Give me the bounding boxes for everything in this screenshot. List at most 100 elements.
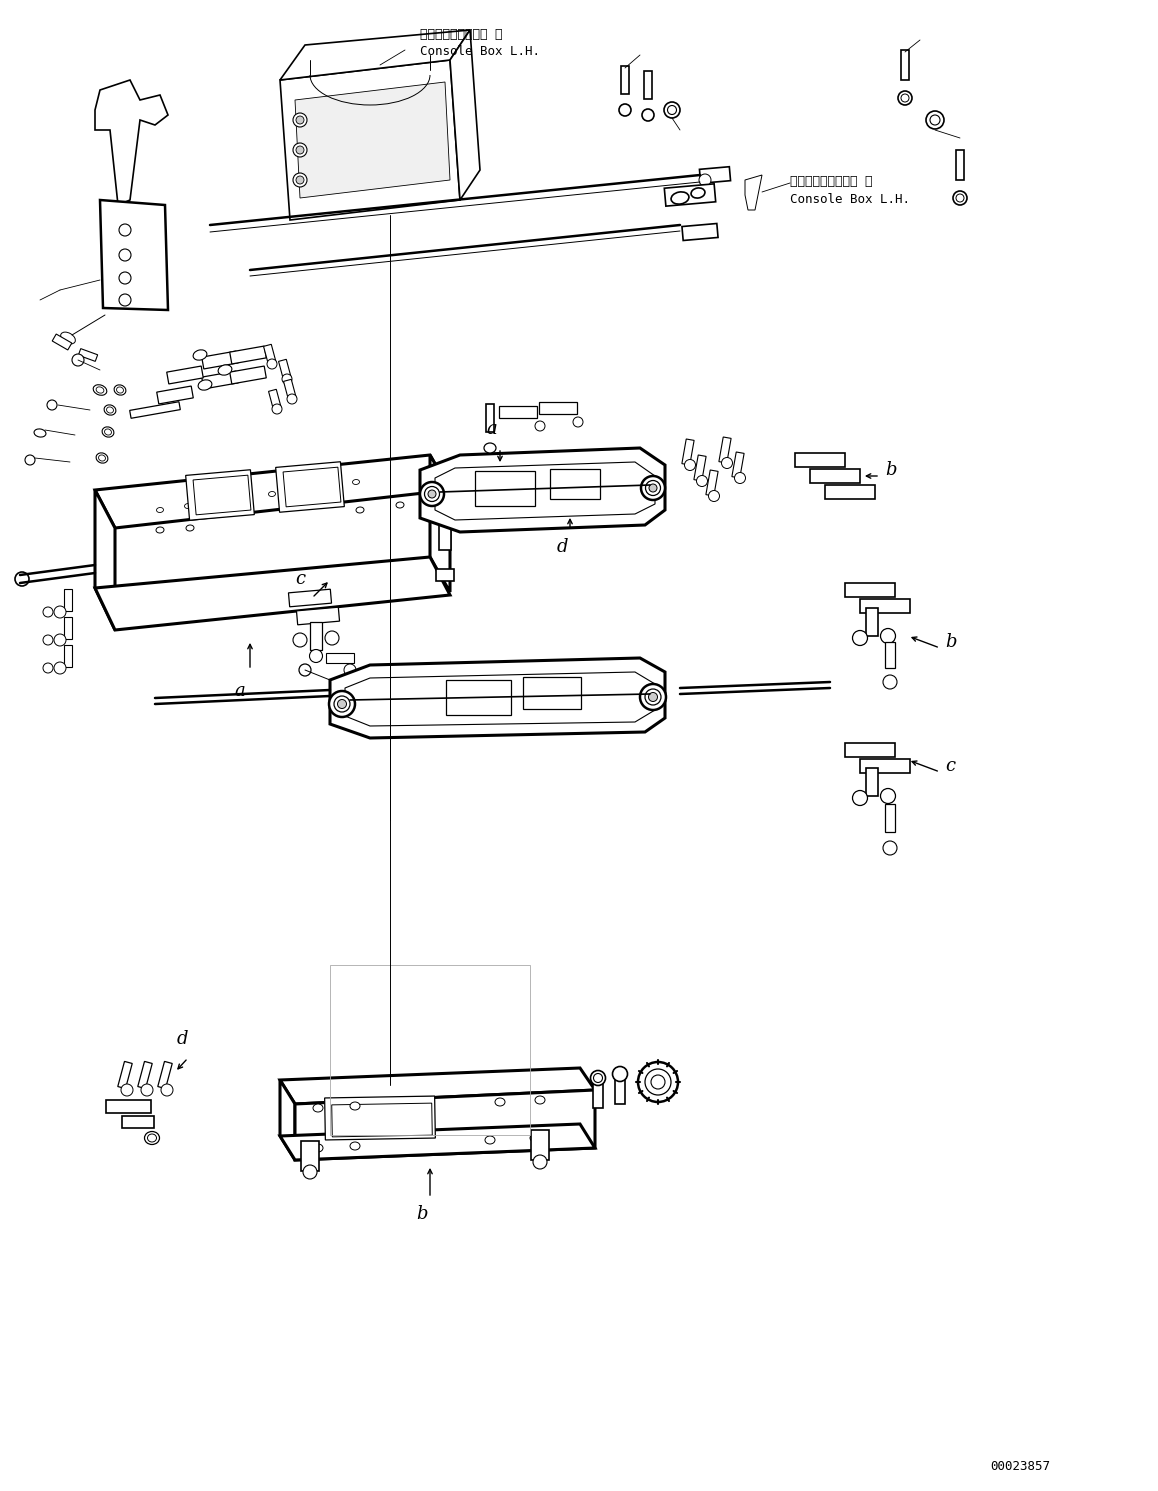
Ellipse shape [325, 631, 339, 646]
Polygon shape [330, 658, 665, 738]
Ellipse shape [267, 359, 277, 368]
Bar [437, 570, 454, 581]
Polygon shape [435, 462, 655, 520]
Bar [167, 367, 204, 385]
Ellipse shape [645, 1069, 670, 1094]
Bar [327, 653, 354, 663]
Text: c: c [945, 757, 955, 775]
Ellipse shape [296, 116, 305, 124]
Ellipse shape [296, 488, 303, 492]
Ellipse shape [117, 388, 124, 394]
Bar [288, 589, 331, 607]
Ellipse shape [54, 605, 66, 617]
Ellipse shape [241, 495, 248, 501]
Bar [138, 1062, 152, 1088]
Ellipse shape [329, 690, 356, 717]
Bar [665, 183, 716, 206]
Bar [824, 485, 875, 499]
Ellipse shape [484, 443, 496, 453]
Ellipse shape [642, 109, 654, 121]
Ellipse shape [287, 394, 296, 404]
Ellipse shape [337, 699, 346, 708]
Bar [284, 379, 296, 401]
Ellipse shape [638, 1062, 677, 1102]
Polygon shape [95, 455, 450, 528]
Ellipse shape [104, 406, 116, 414]
Ellipse shape [350, 1102, 360, 1109]
Ellipse shape [396, 502, 404, 508]
Text: コンソールボックス 左: コンソールボックス 左 [790, 174, 872, 188]
Ellipse shape [721, 458, 733, 468]
Bar [694, 455, 706, 482]
Polygon shape [95, 558, 450, 631]
Bar [860, 599, 910, 613]
Bar [446, 680, 511, 714]
Ellipse shape [193, 350, 207, 361]
Polygon shape [280, 1079, 295, 1160]
Ellipse shape [34, 429, 46, 437]
Text: 00023857: 00023857 [990, 1460, 1050, 1473]
Ellipse shape [54, 634, 66, 646]
Bar [615, 1072, 625, 1103]
Ellipse shape [272, 404, 283, 414]
Ellipse shape [218, 365, 232, 376]
Ellipse shape [25, 455, 35, 465]
Text: b: b [885, 461, 896, 479]
Ellipse shape [667, 106, 676, 115]
Ellipse shape [930, 115, 940, 125]
Bar [279, 359, 292, 380]
Ellipse shape [141, 1084, 153, 1096]
Bar [901, 51, 909, 81]
Ellipse shape [926, 110, 944, 130]
Ellipse shape [884, 841, 897, 854]
Bar [157, 1062, 173, 1088]
Bar [118, 1062, 132, 1088]
Bar [296, 607, 339, 625]
Text: d: d [176, 1030, 188, 1048]
Ellipse shape [119, 249, 131, 261]
Ellipse shape [350, 1142, 360, 1150]
Ellipse shape [591, 1071, 606, 1085]
Ellipse shape [709, 491, 719, 501]
Ellipse shape [734, 473, 746, 483]
Bar [682, 438, 694, 465]
Bar [866, 608, 878, 637]
Ellipse shape [145, 1132, 160, 1145]
Ellipse shape [15, 573, 29, 586]
Bar [486, 404, 494, 432]
Ellipse shape [161, 1084, 173, 1096]
Bar [52, 334, 72, 350]
Polygon shape [280, 1068, 595, 1103]
Ellipse shape [283, 374, 292, 385]
Text: c: c [295, 570, 305, 587]
Bar [324, 1096, 435, 1141]
Bar [156, 386, 193, 404]
Text: b: b [416, 1205, 427, 1223]
Ellipse shape [269, 492, 276, 497]
Ellipse shape [356, 507, 364, 513]
Ellipse shape [184, 504, 191, 508]
Ellipse shape [186, 525, 195, 531]
Ellipse shape [119, 271, 131, 283]
Text: b: b [945, 634, 957, 652]
Bar [64, 646, 72, 666]
Ellipse shape [696, 476, 708, 486]
Ellipse shape [352, 480, 359, 485]
Ellipse shape [594, 1074, 602, 1082]
Ellipse shape [43, 663, 53, 672]
Bar [64, 617, 72, 640]
Bar [79, 349, 97, 361]
Ellipse shape [313, 1144, 323, 1153]
Polygon shape [450, 30, 481, 200]
Bar [264, 344, 277, 365]
Bar [130, 401, 181, 419]
Ellipse shape [901, 94, 909, 101]
Bar [682, 224, 718, 240]
Ellipse shape [884, 675, 897, 689]
Ellipse shape [60, 332, 75, 344]
Bar [201, 371, 239, 389]
Bar [229, 346, 266, 364]
Bar [185, 470, 255, 520]
Bar [330, 965, 530, 1135]
Polygon shape [280, 1124, 595, 1160]
